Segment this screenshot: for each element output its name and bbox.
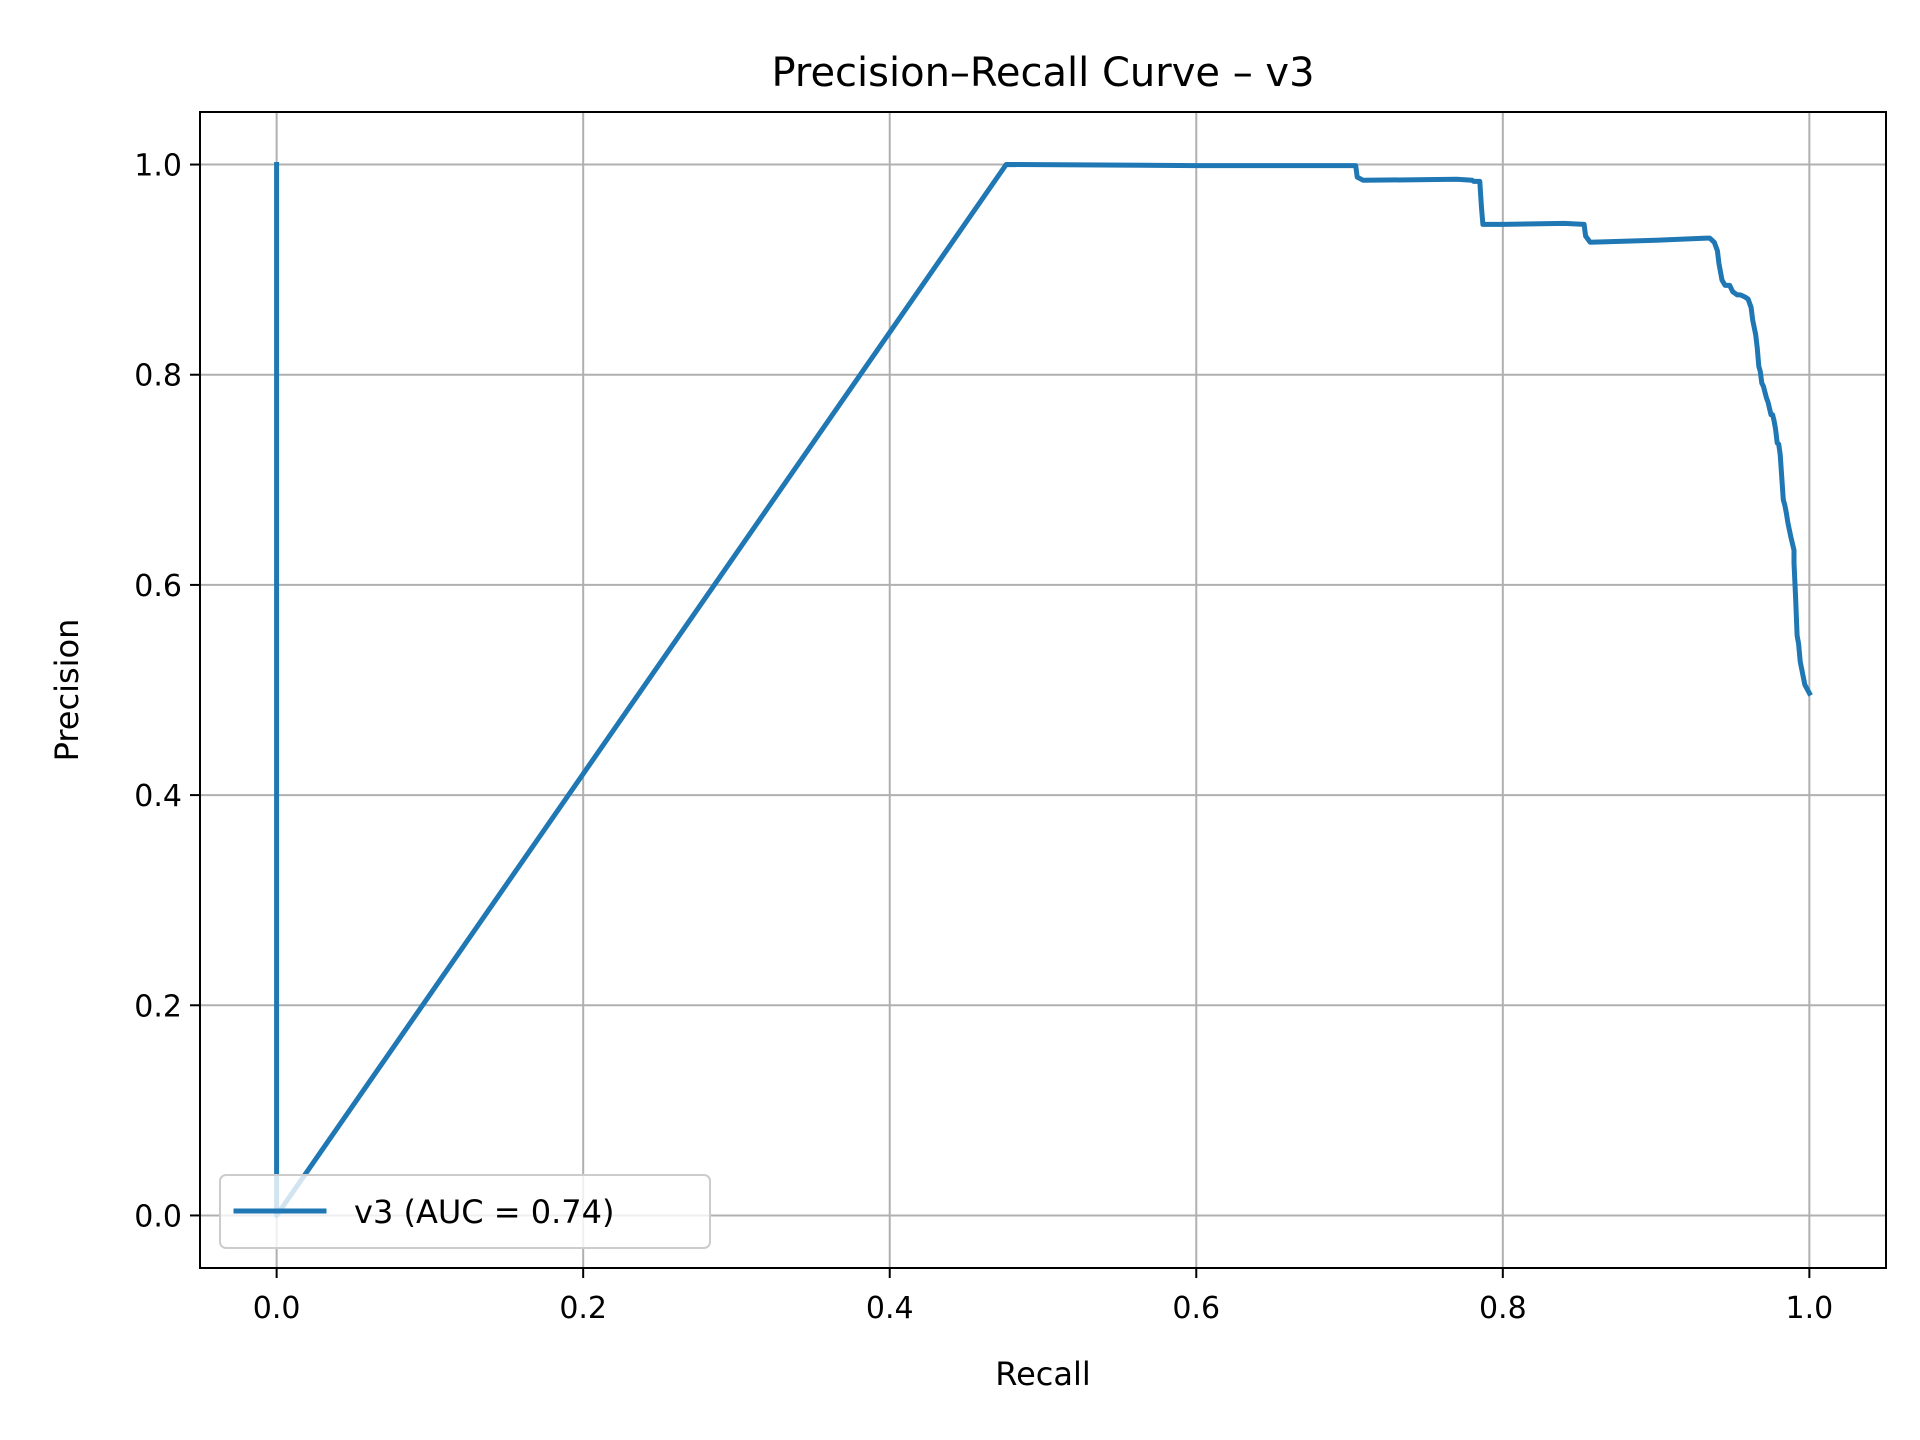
y-axis-label: Precision [48,619,86,762]
x-tick-label: 0.6 [1172,1291,1220,1326]
x-tick-label: 0.0 [253,1291,301,1326]
series-layer [274,162,1813,1218]
x-tick-label: 0.8 [1479,1291,1527,1326]
chart-title: Precision–Recall Curve – v3 [771,50,1314,96]
y-tick-label: 0.2 [134,989,182,1024]
plot-frame [199,111,1887,1269]
y-tick-label: 0.0 [134,1199,182,1234]
series-line [274,162,1813,1218]
legend-entry-label: v3 (AUC = 0.74) [354,1193,615,1231]
legend: v3 (AUC = 0.74) [219,1174,711,1249]
y-tick-label: 0.8 [134,359,182,394]
y-tick-label: 1.0 [134,149,182,184]
x-tick-label: 0.2 [559,1291,607,1326]
x-axis-label: Recall [995,1355,1090,1393]
ticks: 0.0 0.2 0.4 0.6 0.8 1.0 0.0 0.2 0.4 0.6 0.8 1.0 [134,149,1833,1326]
grid [200,112,1886,1268]
x-tick-label: 1.0 [1786,1291,1834,1326]
y-tick-label: 0.4 [134,779,182,814]
x-tick-label: 0.4 [866,1291,914,1326]
legend-box [219,1174,711,1249]
y-tick-label: 0.6 [134,569,182,604]
